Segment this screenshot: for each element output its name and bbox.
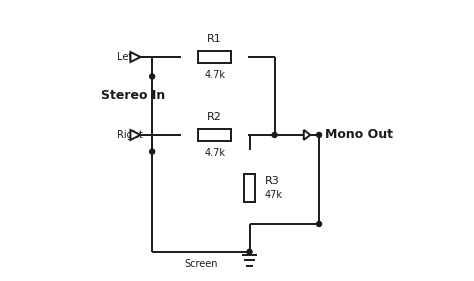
Text: Mono Out: Mono Out [325,128,392,141]
Circle shape [150,149,155,154]
Circle shape [247,249,252,254]
Text: 47k: 47k [265,190,283,200]
Text: 4.7k: 4.7k [204,70,225,80]
Bar [198,129,231,141]
Text: R1: R1 [207,34,222,44]
Bar [244,174,255,202]
Text: 4.7k: 4.7k [204,148,225,158]
Bar [198,51,231,63]
Text: Screen: Screen [184,259,218,269]
Circle shape [150,74,155,79]
Text: Right: Right [118,130,143,140]
Circle shape [317,132,321,137]
Circle shape [317,221,321,226]
Text: Stereo In: Stereo In [100,89,165,103]
Polygon shape [130,130,140,140]
Polygon shape [304,130,310,140]
Circle shape [272,132,277,137]
Text: R3: R3 [265,176,280,186]
Text: Left: Left [118,52,136,62]
Text: R2: R2 [207,112,222,122]
Polygon shape [130,52,140,62]
